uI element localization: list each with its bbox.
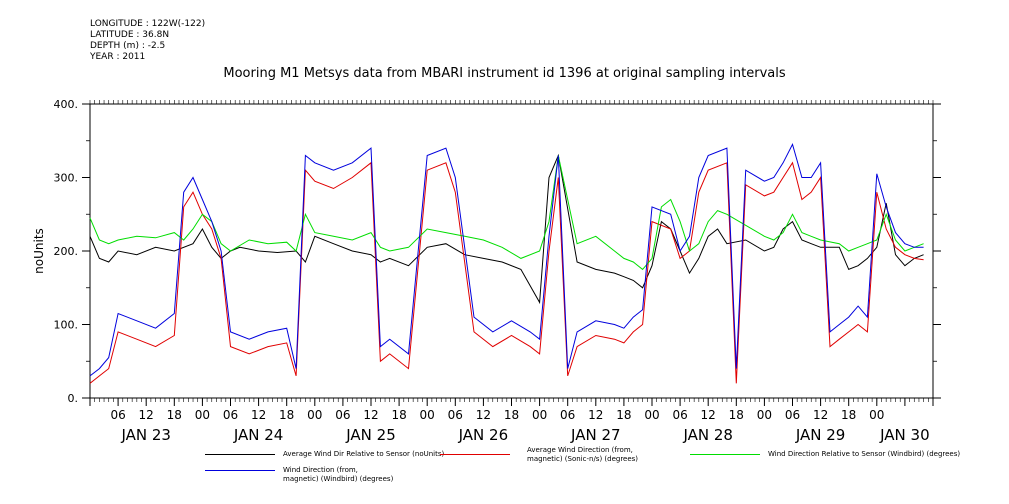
x-tick-label: 12	[701, 408, 716, 422]
x-tick-label: 18	[729, 408, 744, 422]
x-tick-label: 12	[363, 408, 378, 422]
legend-label-1: Average Wind Direction (from, magnetic) …	[527, 446, 639, 463]
legend-label-0: Average Wind Dir Relative to Sensor (noU…	[283, 450, 445, 458]
x-tick-label: 12	[476, 408, 491, 422]
x-tick-label: 00	[757, 408, 772, 422]
x-tick-label: 18	[279, 408, 294, 422]
legend-swatch-0	[205, 454, 275, 455]
x-tick-label: 12	[813, 408, 828, 422]
x-day-label: JAN 27	[570, 426, 621, 444]
x-tick-label: 06	[448, 408, 463, 422]
x-day-label: JAN 25	[345, 426, 396, 444]
y-tick-label: 400.	[54, 98, 79, 111]
x-day-label: JAN 30	[879, 426, 930, 444]
year-text: YEAR : 2011	[90, 52, 146, 62]
x-tick-label: 00	[532, 408, 547, 422]
x-tick-label: 00	[420, 408, 435, 422]
series-line-0	[89, 153, 924, 305]
x-tick-label: 00	[307, 408, 322, 422]
x-day-label: JAN 29	[795, 426, 846, 444]
latitude-text: LATITUDE : 36.8N	[90, 30, 170, 40]
x-tick-label: 12	[588, 408, 603, 422]
x-tick-label: 12	[139, 408, 154, 422]
x-tick-label: 00	[195, 408, 210, 422]
x-tick-label: 18	[616, 408, 631, 422]
x-tick-label: 18	[167, 408, 182, 422]
x-tick-label: 18	[504, 408, 519, 422]
longitude-text: LONGITUDE : 122W(-122)	[90, 19, 206, 29]
x-day-label: JAN 28	[682, 426, 733, 444]
legend-swatch-3	[205, 470, 275, 471]
legend-swatch-1	[440, 454, 510, 455]
legend-label-2: Wind Direction Relative to Sensor (Windb…	[768, 450, 961, 458]
x-tick-label: 12	[251, 408, 266, 422]
x-tick-label: 06	[335, 408, 350, 422]
plot-frame	[89, 103, 934, 399]
series-line-3	[89, 143, 924, 377]
series-line-1	[89, 161, 924, 384]
legend-label-3: Wind Direction (from, magnetic) (Windbir…	[283, 466, 394, 483]
x-tick-label: 06	[672, 408, 687, 422]
y-axis-label: noUnits	[32, 228, 46, 274]
x-tick-label: 06	[223, 408, 238, 422]
x-day-label: JAN 23	[120, 426, 171, 444]
legend-swatch-2	[690, 454, 760, 455]
y-tick-label: 200.	[54, 245, 79, 258]
x-day-label: JAN 26	[458, 426, 509, 444]
x-tick-label: 00	[644, 408, 659, 422]
x-tick-label: 18	[391, 408, 406, 422]
x-tick-label: 06	[110, 408, 125, 422]
chart-title: Mooring M1 Metsys data from MBARI instru…	[223, 66, 786, 81]
series-line-2	[89, 155, 924, 271]
y-tick-label: 300.	[54, 172, 79, 185]
y-tick-label: 0.	[68, 392, 79, 405]
x-day-label: JAN 24	[233, 426, 284, 444]
x-tick-label: 06	[560, 408, 575, 422]
x-tick-label: 00	[869, 408, 884, 422]
depth-text: DEPTH (m) : -2.5	[90, 41, 166, 51]
y-tick-label: 100.	[54, 319, 79, 332]
metadata-block: LONGITUDE : 122W(-122) LATITUDE : 36.8N …	[90, 19, 205, 63]
x-tick-label: 18	[841, 408, 856, 422]
x-tick-label: 06	[785, 408, 800, 422]
